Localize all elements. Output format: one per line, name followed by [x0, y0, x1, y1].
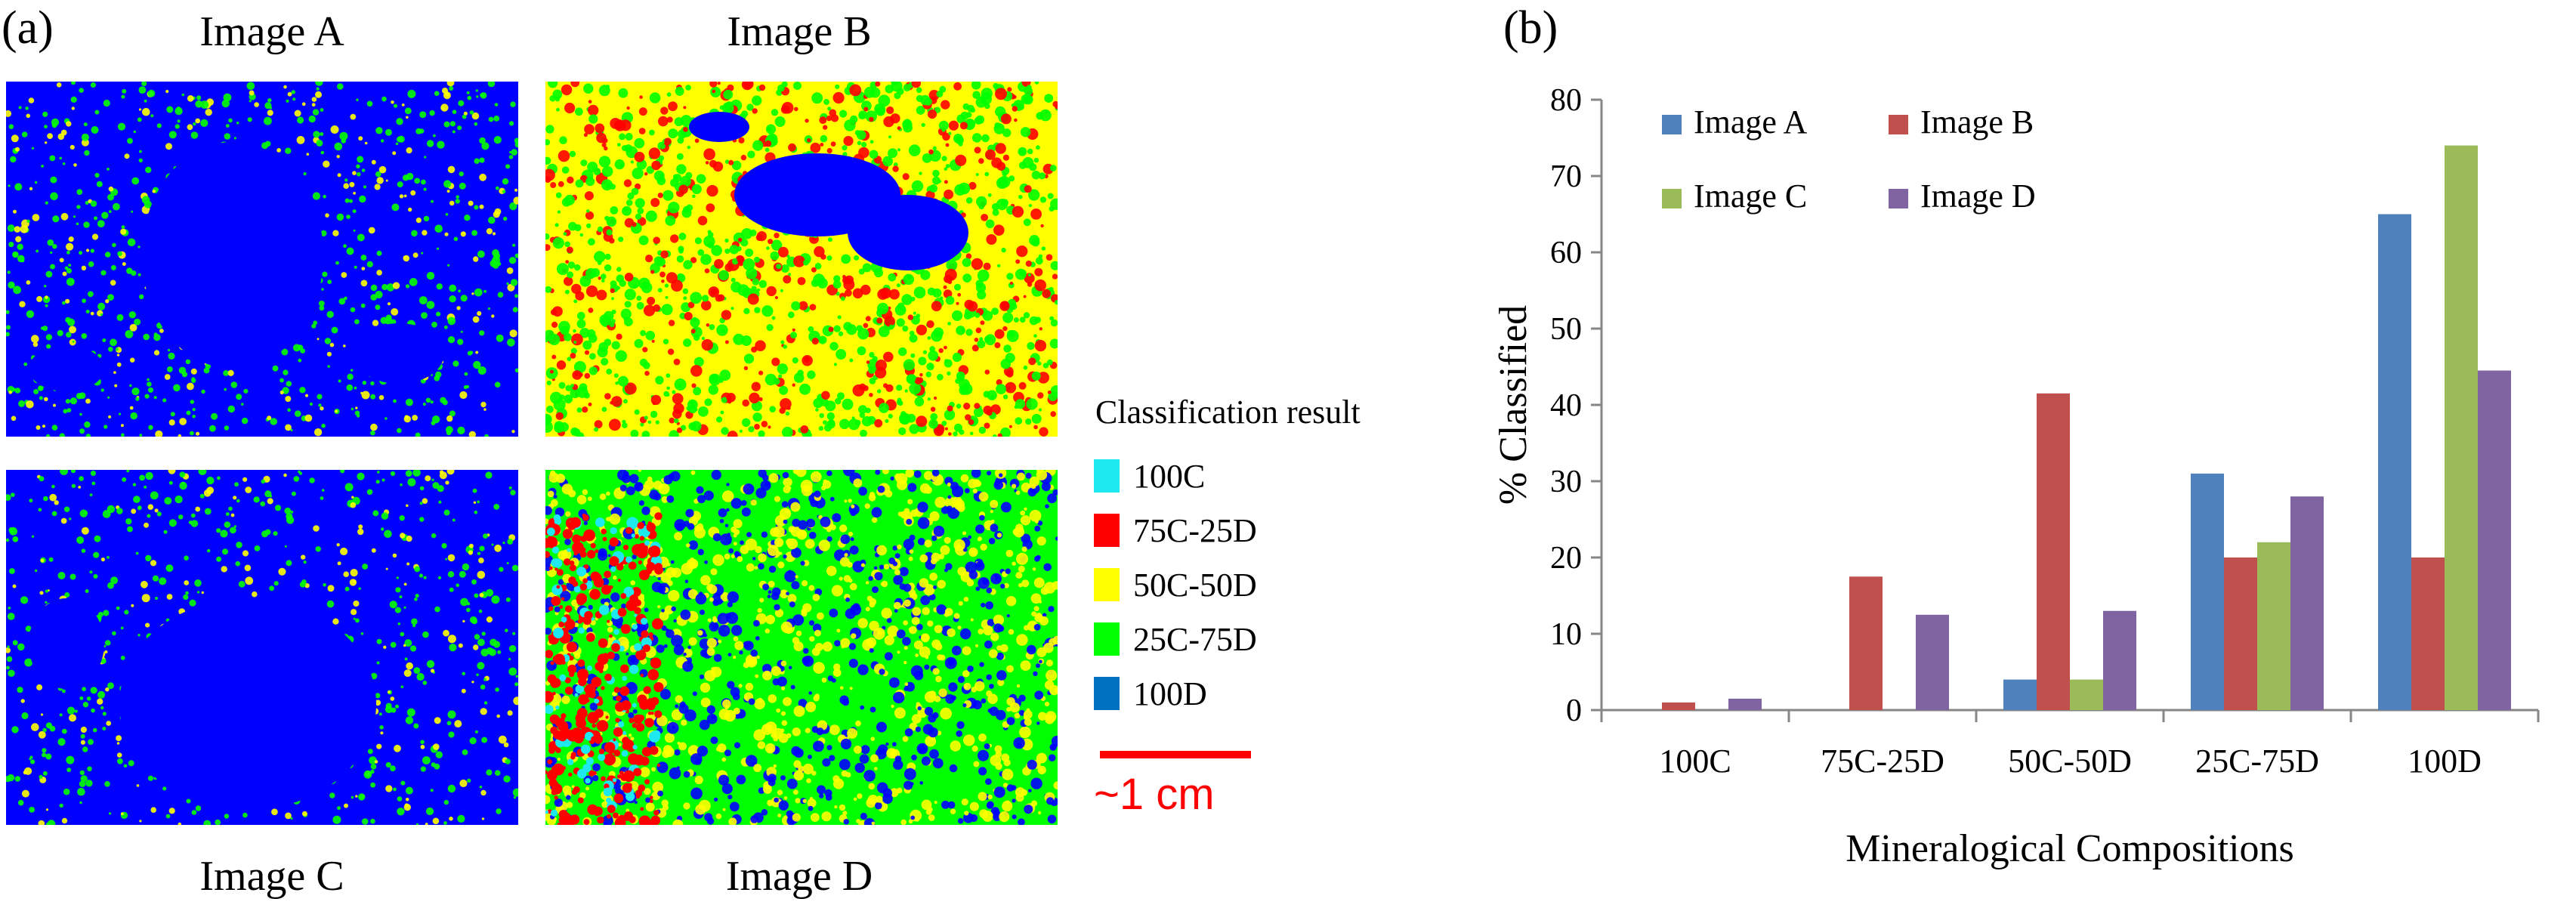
bar-image-a-25c-75d [2191, 473, 2224, 710]
bar-image-c-100d [2445, 145, 2478, 711]
image-b-title: Image B [727, 8, 872, 55]
y-tick-label: 20 [1550, 541, 1582, 576]
y-tick-label: 60 [1550, 236, 1582, 270]
legend-label: 25C-75D [1133, 620, 1257, 658]
legend-label: Image B [1920, 103, 2034, 141]
bar-image-b-50c-50d [2037, 393, 2070, 710]
x-tick-label: 100C [1659, 743, 1731, 780]
bar-image-a-50c-50d [2003, 679, 2037, 710]
scale-bar-label: ~1 cm [1094, 770, 1215, 819]
bar-chart: 0 10 20 30 40 50 60 70 80 100C 75C-25D 50C-50D 25C-7… [1492, 83, 2540, 870]
y-tick-label: 80 [1550, 83, 1582, 118]
legend-swatch [1889, 189, 1908, 208]
scale-bar [1100, 751, 1251, 758]
y-tick-label: 10 [1550, 617, 1582, 652]
legend-swatch [1662, 189, 1682, 208]
bar-image-b-100d [2411, 557, 2445, 710]
panel-a-label: (a) [2, 2, 54, 54]
legend-swatch [1094, 459, 1120, 493]
bar-image-b-100c [1662, 702, 1695, 710]
image-d-title: Image D [725, 853, 873, 900]
legend-swatch [1094, 568, 1120, 601]
legend-item-image-b: Image B [1889, 103, 2034, 141]
y-tick-label: 40 [1550, 388, 1582, 423]
bar-image-b-75c-25d [1849, 576, 1883, 711]
y-tick-label: 70 [1550, 159, 1582, 194]
legend-swatch [1662, 115, 1682, 134]
bar-image-a-100d [2378, 214, 2411, 710]
bar-image-d-75c-25d [1916, 614, 1949, 711]
legend-item-100d: 100D [1094, 671, 1257, 716]
bar-image-d-25c-75d [2290, 496, 2324, 710]
y-tick-label: 0 [1566, 693, 1582, 728]
legend-item-25c-75d: 25C-75D [1094, 616, 1257, 662]
legend-swatch [1094, 677, 1120, 710]
legend-label: 50C-50D [1133, 566, 1257, 604]
bar-image-d-50c-50d [2103, 610, 2136, 710]
legend-swatch [1094, 622, 1120, 656]
bar-image-c-25c-75d [2257, 542, 2290, 710]
legend-label: 100D [1133, 675, 1207, 712]
legend-label: 75C-25D [1133, 511, 1257, 549]
image-a-map [6, 82, 518, 437]
legend-label: Image A [1694, 103, 1808, 141]
panel-b-label: (b) [1503, 2, 1558, 54]
image-c-title: Image C [199, 853, 344, 900]
legend-item-image-a: Image A [1662, 103, 1808, 141]
legend-label: 100C [1133, 457, 1206, 495]
bar-image-b-25c-75d [2224, 557, 2257, 710]
x-tick-label: 100D [2408, 743, 2482, 780]
x-tick-label: 25C-75D [2195, 743, 2319, 780]
image-c-map [6, 470, 518, 825]
bar-image-d-100d [2478, 370, 2511, 710]
legend-swatch [1889, 115, 1908, 134]
y-axis-title: % Classified [1492, 305, 1535, 505]
legend-item-75c-25d: 75C-25D [1094, 508, 1257, 553]
image-a-title: Image A [199, 8, 344, 55]
y-tick-label: 50 [1550, 312, 1582, 347]
legend-item-50c-50d: 50C-50D [1094, 562, 1257, 607]
x-tick-label: 75C-25D [1821, 743, 1944, 780]
legend-label: Image D [1920, 178, 2036, 215]
x-axis-title: Mineralogical Compositions [1846, 827, 2294, 870]
classification-legend: 100C 75C-25D 50C-50D 25C-75D 100D [1094, 453, 1257, 716]
bar-image-c-50c-50d [2070, 679, 2103, 710]
legend-label: Image C [1694, 178, 1807, 215]
legend-item-image-c: Image C [1662, 178, 1807, 215]
image-b-map [545, 82, 1058, 437]
classification-legend-title: Classification result [1095, 394, 1361, 431]
y-tick-label: 30 [1550, 465, 1582, 499]
x-tick-label: 50C-50D [2008, 743, 2132, 780]
image-d-map [545, 470, 1058, 825]
bar-image-d-100c [1728, 698, 1762, 710]
legend-item-100c: 100C [1094, 453, 1257, 499]
legend-swatch [1094, 514, 1120, 547]
legend-item-image-d: Image D [1889, 178, 2036, 215]
